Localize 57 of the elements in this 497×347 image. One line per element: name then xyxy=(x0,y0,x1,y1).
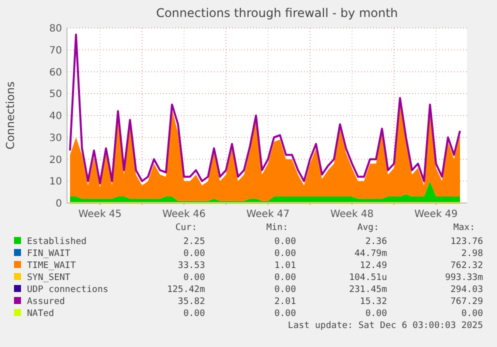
text: Cur: xyxy=(175,223,197,233)
text: 0.00 xyxy=(183,273,205,283)
text: 2.36 xyxy=(365,237,387,247)
text: 0.00 xyxy=(365,309,387,319)
text: Avg: xyxy=(357,223,379,233)
text: 767.29 xyxy=(450,297,483,307)
line-series xyxy=(69,34,461,184)
text: 0.00 xyxy=(274,273,296,283)
text: 2.98 xyxy=(461,249,483,259)
legend-label: Assured xyxy=(27,297,65,307)
legend-label: NATed xyxy=(27,309,54,319)
text: 44.79m xyxy=(354,249,387,259)
text: 294.03 xyxy=(450,285,483,295)
chart-title: Connections through firewall - by month xyxy=(156,6,398,20)
y-tick-label: 30 xyxy=(49,132,62,144)
legend-label: FIN_WAIT xyxy=(27,249,71,259)
text: 762.32 xyxy=(450,261,483,271)
text: 0.00 xyxy=(274,249,296,259)
text: 1.01 xyxy=(274,261,296,271)
text: 2.01 xyxy=(274,297,296,307)
y-tick-label: 40 xyxy=(49,111,62,122)
x-tick-label: Week 45 xyxy=(78,209,122,220)
text: 15.32 xyxy=(360,297,387,307)
legend-label: SYN_SENT xyxy=(27,273,71,283)
y-tick-label: 0 xyxy=(56,198,62,210)
y-tick-label: 80 xyxy=(49,24,62,34)
y-tick-label: 10 xyxy=(49,176,62,188)
text: 125.42m xyxy=(167,285,205,295)
y-axis-title: Connections xyxy=(4,81,17,150)
y-tick-label: 70 xyxy=(49,45,62,56)
text: 0.00 xyxy=(183,249,205,259)
text: 231.45m xyxy=(349,285,387,295)
x-tick-label: Week 48 xyxy=(330,209,374,220)
text: 0.00 xyxy=(274,285,296,295)
legend-label: UDP connections xyxy=(27,285,108,295)
text: 0.00 xyxy=(461,309,483,319)
x-tick-label: Week 49 xyxy=(414,209,458,220)
text: 0.00 xyxy=(274,237,296,247)
text: 0.00 xyxy=(183,309,205,319)
x-tick-label: Week 47 xyxy=(246,209,290,220)
legend-label: TIME_WAIT xyxy=(27,261,76,271)
text: 104.51u xyxy=(349,273,387,283)
text: Min: xyxy=(266,223,288,233)
text: 35.82 xyxy=(178,297,205,307)
text: Last update: Sat Dec 6 03:00:03 2025 xyxy=(288,321,483,331)
text: 0.00 xyxy=(274,309,296,319)
text: Max: xyxy=(453,223,475,233)
x-tick-label: Week 46 xyxy=(162,209,206,220)
text: 2.25 xyxy=(183,237,205,247)
text: 12.49 xyxy=(360,261,387,271)
legend-label: Established xyxy=(27,237,87,247)
y-tick-label: 20 xyxy=(49,154,62,166)
text: 993.33m xyxy=(445,273,483,283)
y-tick-label: 60 xyxy=(49,67,62,78)
y-tick-label: 50 xyxy=(49,89,62,100)
text: 123.76 xyxy=(450,237,483,247)
text: 33.53 xyxy=(178,261,205,271)
